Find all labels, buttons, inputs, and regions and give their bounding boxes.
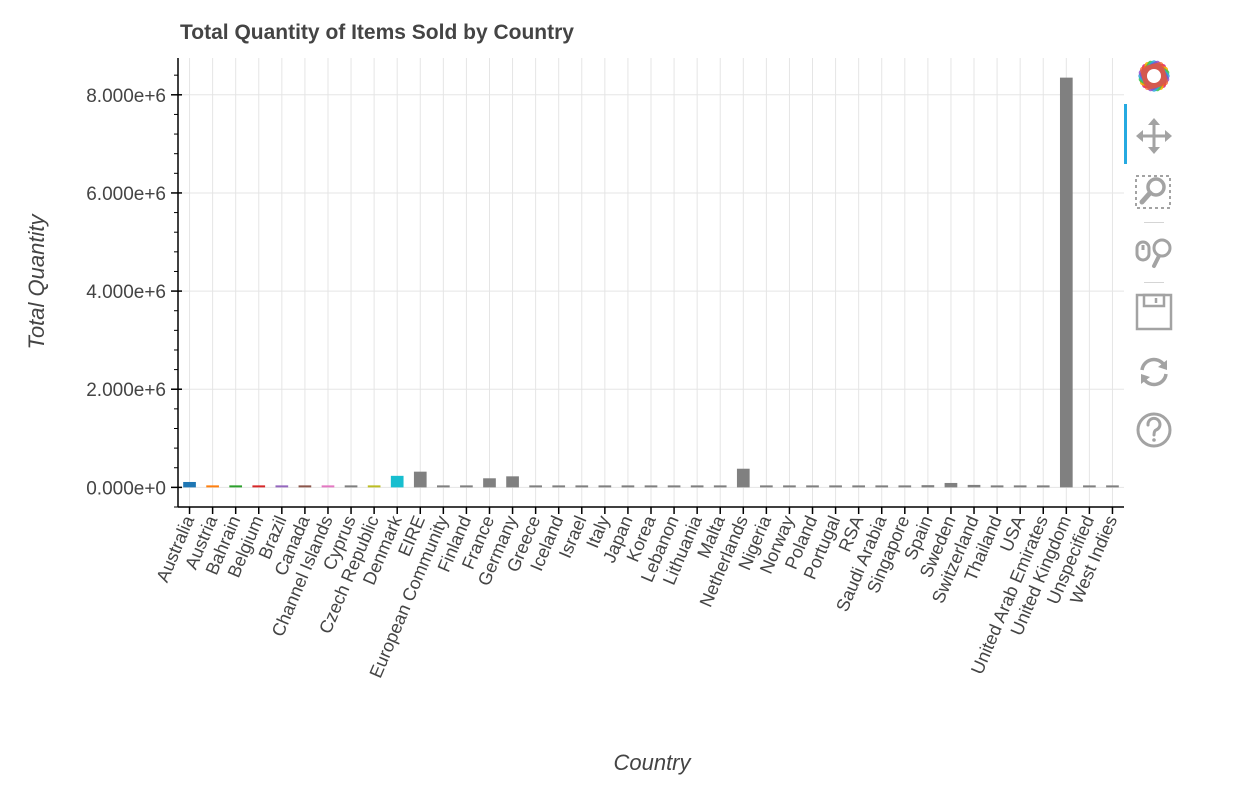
bar-czech-republic	[367, 485, 381, 488]
labels: Total Quantity of Items Sold by Country …	[24, 21, 1121, 775]
bar-lithuania	[690, 485, 704, 488]
bar-usa	[1013, 485, 1027, 488]
y-tick-label: 8.000e+6	[86, 86, 166, 107]
bars	[183, 77, 1119, 488]
bar-switzerland	[967, 484, 981, 488]
pan-tool-icon[interactable]	[1132, 114, 1176, 158]
save-tool-icon[interactable]	[1132, 290, 1176, 334]
reset-tool-icon[interactable]	[1132, 350, 1176, 394]
bar-france	[483, 478, 496, 488]
y-tick-label: 4.000e+6	[86, 282, 166, 303]
bar-finland	[460, 485, 473, 488]
y-tick-label: 0.000e+0	[86, 478, 166, 499]
box-zoom-tool-icon[interactable]	[1132, 170, 1176, 214]
bar-bahrain	[229, 485, 243, 488]
chart-title: Total Quantity of Items Sold by Country	[180, 21, 574, 44]
bar-united-kingdom	[1059, 77, 1073, 488]
bar-chart: Total Quantity of Items Sold by Country …	[24, 21, 1124, 775]
bar-channel-islands	[321, 485, 335, 488]
bar-netherlands	[736, 468, 750, 488]
axes	[171, 58, 1124, 514]
bar-norway	[783, 485, 796, 488]
bar-rsa	[852, 485, 866, 488]
bar-canada	[298, 485, 312, 488]
help-tool-icon[interactable]	[1132, 408, 1176, 452]
bar-japan	[621, 485, 635, 488]
bar-united-arab-emirates	[1036, 485, 1050, 488]
grid-lines	[178, 58, 1124, 507]
bar-saudi-arabia	[875, 485, 889, 488]
y-axis-label: Total Quantity	[24, 213, 49, 350]
bar-singapore	[898, 485, 912, 488]
bar-west-indies	[1106, 485, 1119, 488]
bar-sweden	[944, 482, 958, 488]
bar-israel	[575, 485, 589, 488]
bar-iceland	[552, 485, 566, 488]
bar-portugal	[829, 485, 842, 488]
bar-italy	[598, 485, 612, 488]
bokeh-logo-icon[interactable]	[1132, 54, 1176, 98]
bar-nigeria	[760, 485, 773, 488]
bar-australia	[183, 481, 196, 488]
y-tick-label: 2.000e+6	[86, 380, 166, 401]
toolbar-separator	[1144, 282, 1164, 283]
bar-denmark	[390, 475, 404, 488]
bar-korea	[644, 485, 658, 488]
bar-belgium	[252, 485, 266, 488]
bar-spain	[921, 485, 935, 488]
bar-eire	[413, 471, 427, 488]
x-axis-label: Country	[613, 750, 692, 775]
bar-malta	[713, 485, 727, 488]
bar-unspecified	[1083, 485, 1096, 488]
toolbar	[1124, 52, 1184, 472]
bar-thailand	[990, 485, 1004, 488]
bar-european-community	[436, 485, 450, 488]
bar-germany	[506, 476, 519, 488]
bar-lebanon	[667, 485, 681, 488]
bar-poland	[806, 485, 819, 488]
bar-greece	[529, 485, 542, 488]
active-tool-indicator	[1124, 104, 1127, 164]
bar-cyprus	[344, 485, 358, 488]
wheel-zoom-tool-icon[interactable]	[1132, 230, 1176, 274]
toolbar-separator	[1144, 222, 1164, 223]
bar-brazil	[275, 485, 289, 488]
bar-austria	[206, 485, 219, 488]
y-tick-label: 6.000e+6	[86, 184, 166, 205]
